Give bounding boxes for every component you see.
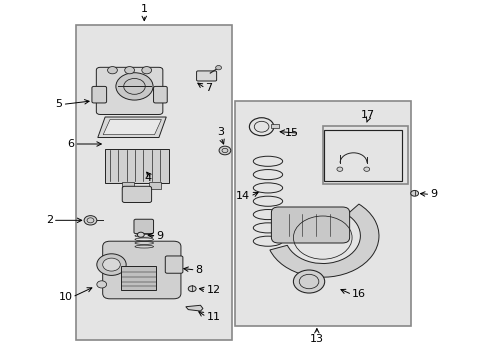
Text: 12: 12	[206, 285, 220, 295]
Circle shape	[97, 281, 106, 288]
Circle shape	[124, 67, 134, 74]
Text: 8: 8	[195, 265, 203, 275]
FancyBboxPatch shape	[96, 67, 163, 114]
Text: 16: 16	[351, 289, 366, 300]
Circle shape	[188, 286, 196, 292]
FancyBboxPatch shape	[196, 71, 216, 81]
Text: 1: 1	[141, 4, 147, 14]
Text: 5: 5	[56, 99, 62, 109]
Polygon shape	[98, 117, 166, 138]
Circle shape	[336, 167, 342, 171]
Circle shape	[215, 66, 221, 70]
FancyBboxPatch shape	[165, 256, 183, 273]
Circle shape	[219, 146, 230, 155]
FancyBboxPatch shape	[122, 186, 151, 202]
Circle shape	[410, 190, 418, 196]
Circle shape	[84, 216, 97, 225]
Text: 6: 6	[67, 139, 74, 149]
Text: 3: 3	[217, 127, 224, 137]
Text: 13: 13	[309, 334, 323, 344]
Bar	[122, 182, 134, 189]
FancyBboxPatch shape	[92, 86, 106, 103]
Bar	[121, 266, 156, 290]
Text: 4: 4	[144, 173, 151, 183]
Bar	[149, 182, 161, 189]
Circle shape	[116, 73, 153, 100]
Bar	[324, 130, 402, 181]
Polygon shape	[185, 305, 203, 311]
FancyBboxPatch shape	[271, 207, 349, 243]
FancyBboxPatch shape	[153, 86, 167, 103]
Circle shape	[293, 270, 324, 293]
Text: 17: 17	[360, 109, 374, 120]
Wedge shape	[269, 204, 378, 277]
Bar	[105, 148, 168, 183]
Circle shape	[137, 232, 144, 237]
Circle shape	[102, 258, 120, 271]
FancyBboxPatch shape	[102, 241, 181, 299]
Text: 11: 11	[206, 312, 220, 322]
Text: 2: 2	[45, 215, 53, 225]
Text: 9: 9	[156, 231, 163, 241]
Text: 9: 9	[429, 189, 437, 199]
Polygon shape	[103, 120, 161, 135]
Bar	[76, 25, 232, 340]
Circle shape	[97, 254, 126, 275]
Text: 10: 10	[58, 292, 72, 302]
Circle shape	[142, 67, 151, 74]
FancyBboxPatch shape	[134, 219, 153, 234]
Text: 7: 7	[205, 83, 212, 93]
Circle shape	[107, 67, 117, 74]
Bar	[322, 126, 407, 184]
Text: 15: 15	[285, 128, 299, 138]
Text: 14: 14	[236, 191, 250, 201]
Bar	[271, 124, 278, 128]
Circle shape	[363, 167, 369, 171]
Bar	[234, 101, 410, 326]
